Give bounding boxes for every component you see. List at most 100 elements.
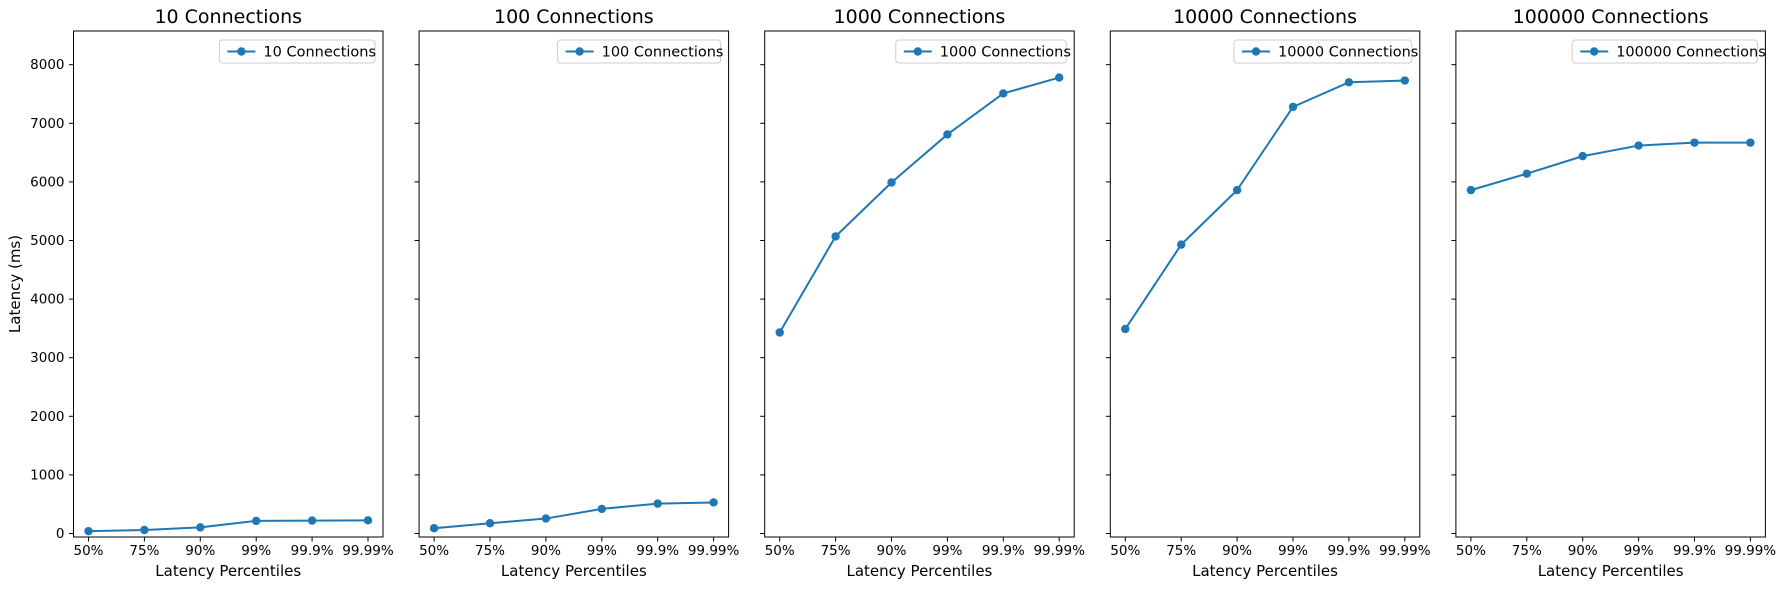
data-point-marker [653,499,662,508]
y-tick-label: 3000 [30,350,64,366]
subplot-1000-connections: 1000 Connections 50% 75% 90% 99% 99.9% 99.99% L… [760,6,1085,580]
y-tick-label: 6000 [30,174,64,190]
data-point-marker [1400,76,1410,85]
x-tick-label: 75% [1512,543,1542,559]
legend: 10 Connections [218,39,376,64]
data-point-marker [429,524,439,533]
data-point-marker [485,519,495,528]
x-tick-label: 99.99% [342,543,394,559]
latency-line [87,519,369,533]
y-tick-label: 2000 [30,409,64,425]
legend-label: 100000 Connections [1616,45,1766,61]
data-point-marker [252,516,261,526]
x-axis-label: Latency Percentiles [1192,562,1338,580]
legend-label: 10 Connections [263,45,376,61]
x-tick-label: 99.99% [1033,543,1085,559]
data-point-marker [307,516,317,525]
data-point-marker [196,523,205,532]
legend-marker [1590,47,1599,56]
x-axis-label: Latency Percentiles [1538,562,1684,580]
subplot-10000-connections: 10000 Connections 50% 75% 90% 99% 99.9% 99.99%… [1105,6,1431,580]
x-tick-label: 75% [475,543,505,559]
data-point-marker [1690,138,1699,147]
data-point-marker [1634,141,1643,150]
subplot-title: 100000 Connections [1513,6,1709,28]
legend-label: 1000 Connections [940,45,1071,61]
data-point-marker [1232,185,1242,195]
x-tick-label: 90% [1222,543,1252,559]
latency-line [778,76,1061,334]
x-axis-label: Latency Percentiles [155,562,301,580]
data-point-marker [831,232,840,241]
x-tick-label: 99.9% [1327,543,1370,559]
plot-border [418,30,730,538]
plot-border [1109,30,1421,538]
data-point-marker [1344,78,1354,87]
legend: 1000 Connections [895,39,1071,64]
data-point-marker [140,525,149,535]
x-tick-label: 90% [876,543,906,559]
x-tick-label: 99.99% [688,543,740,559]
legend: 10000 Connections [1233,39,1418,64]
x-tick-label: 99.9% [1673,543,1716,559]
data-point-marker [709,498,718,507]
subplot-title: 1000 Connections [834,6,1006,28]
x-tick-label: 99.9% [291,543,334,559]
legend-marker [913,47,922,56]
x-tick-label: 99% [241,543,271,559]
subplot-100000-connections: 100000 Connections 50% 75% 90% 99% 99.9% 99.99… [1451,6,1776,580]
plot-border [1455,30,1766,538]
subplot-title: 10 Connections [154,6,302,28]
plot-border [764,30,1075,538]
y-tick-label: 0 [56,526,65,542]
latency-line [1124,79,1406,330]
legend: 100000 Connections [1571,39,1766,64]
x-tick-label: 99% [1624,543,1654,559]
data-point-marker [597,504,606,514]
legend-box [895,39,1067,64]
legend-marker [1251,47,1261,56]
latency-line [433,501,715,530]
latency-line [1469,141,1752,192]
data-point-marker [1466,185,1476,195]
subplot-100-connections: 100 Connections 50% 75% 90% 99% 99.9% 99.99% La… [414,6,740,580]
x-tick-label: 75% [129,543,159,559]
data-point-marker [84,526,93,536]
x-tick-label: 50% [1110,543,1140,559]
data-point-marker [1288,102,1298,112]
x-tick-label: 99% [587,543,617,559]
y-tick-label: 8000 [30,57,64,73]
y-tick-label: 7000 [30,116,64,132]
subplot-title: 100 Connections [494,6,654,28]
legend-label: 100 Connections [602,45,724,61]
legend-box [1571,39,1758,64]
data-point-marker [887,178,896,187]
y-tick-label: 5000 [30,233,64,249]
x-tick-label: 99% [1278,543,1308,559]
x-tick-label: 90% [531,543,561,559]
legend-marker [575,47,584,56]
data-point-marker [1746,138,1755,147]
subplot-10-connections: 10 Connections 0 1000 2000 3000 4000 5000 6000 7… [6,6,394,580]
plot-border [73,30,384,538]
x-axis-label: Latency Percentiles [847,562,993,580]
subplot-title: 10000 Connections [1173,6,1357,28]
y-tick-label: 4000 [30,292,64,308]
x-tick-label: 99% [932,543,962,559]
data-point-marker [1522,169,1532,178]
x-tick-label: 90% [1568,543,1598,559]
data-point-marker [1578,151,1587,161]
x-tick-label: 50% [73,543,103,559]
x-tick-label: 50% [765,543,795,559]
x-tick-label: 99.9% [982,543,1025,559]
data-point-marker [363,516,373,525]
legend-marker [237,47,246,56]
x-tick-label: 50% [419,543,449,559]
data-point-marker [1121,324,1130,334]
y-tick-label: 1000 [30,467,64,483]
x-tick-label: 75% [1166,543,1196,559]
x-tick-label: 99.9% [636,543,679,559]
x-tick-label: 99.99% [1379,543,1431,559]
